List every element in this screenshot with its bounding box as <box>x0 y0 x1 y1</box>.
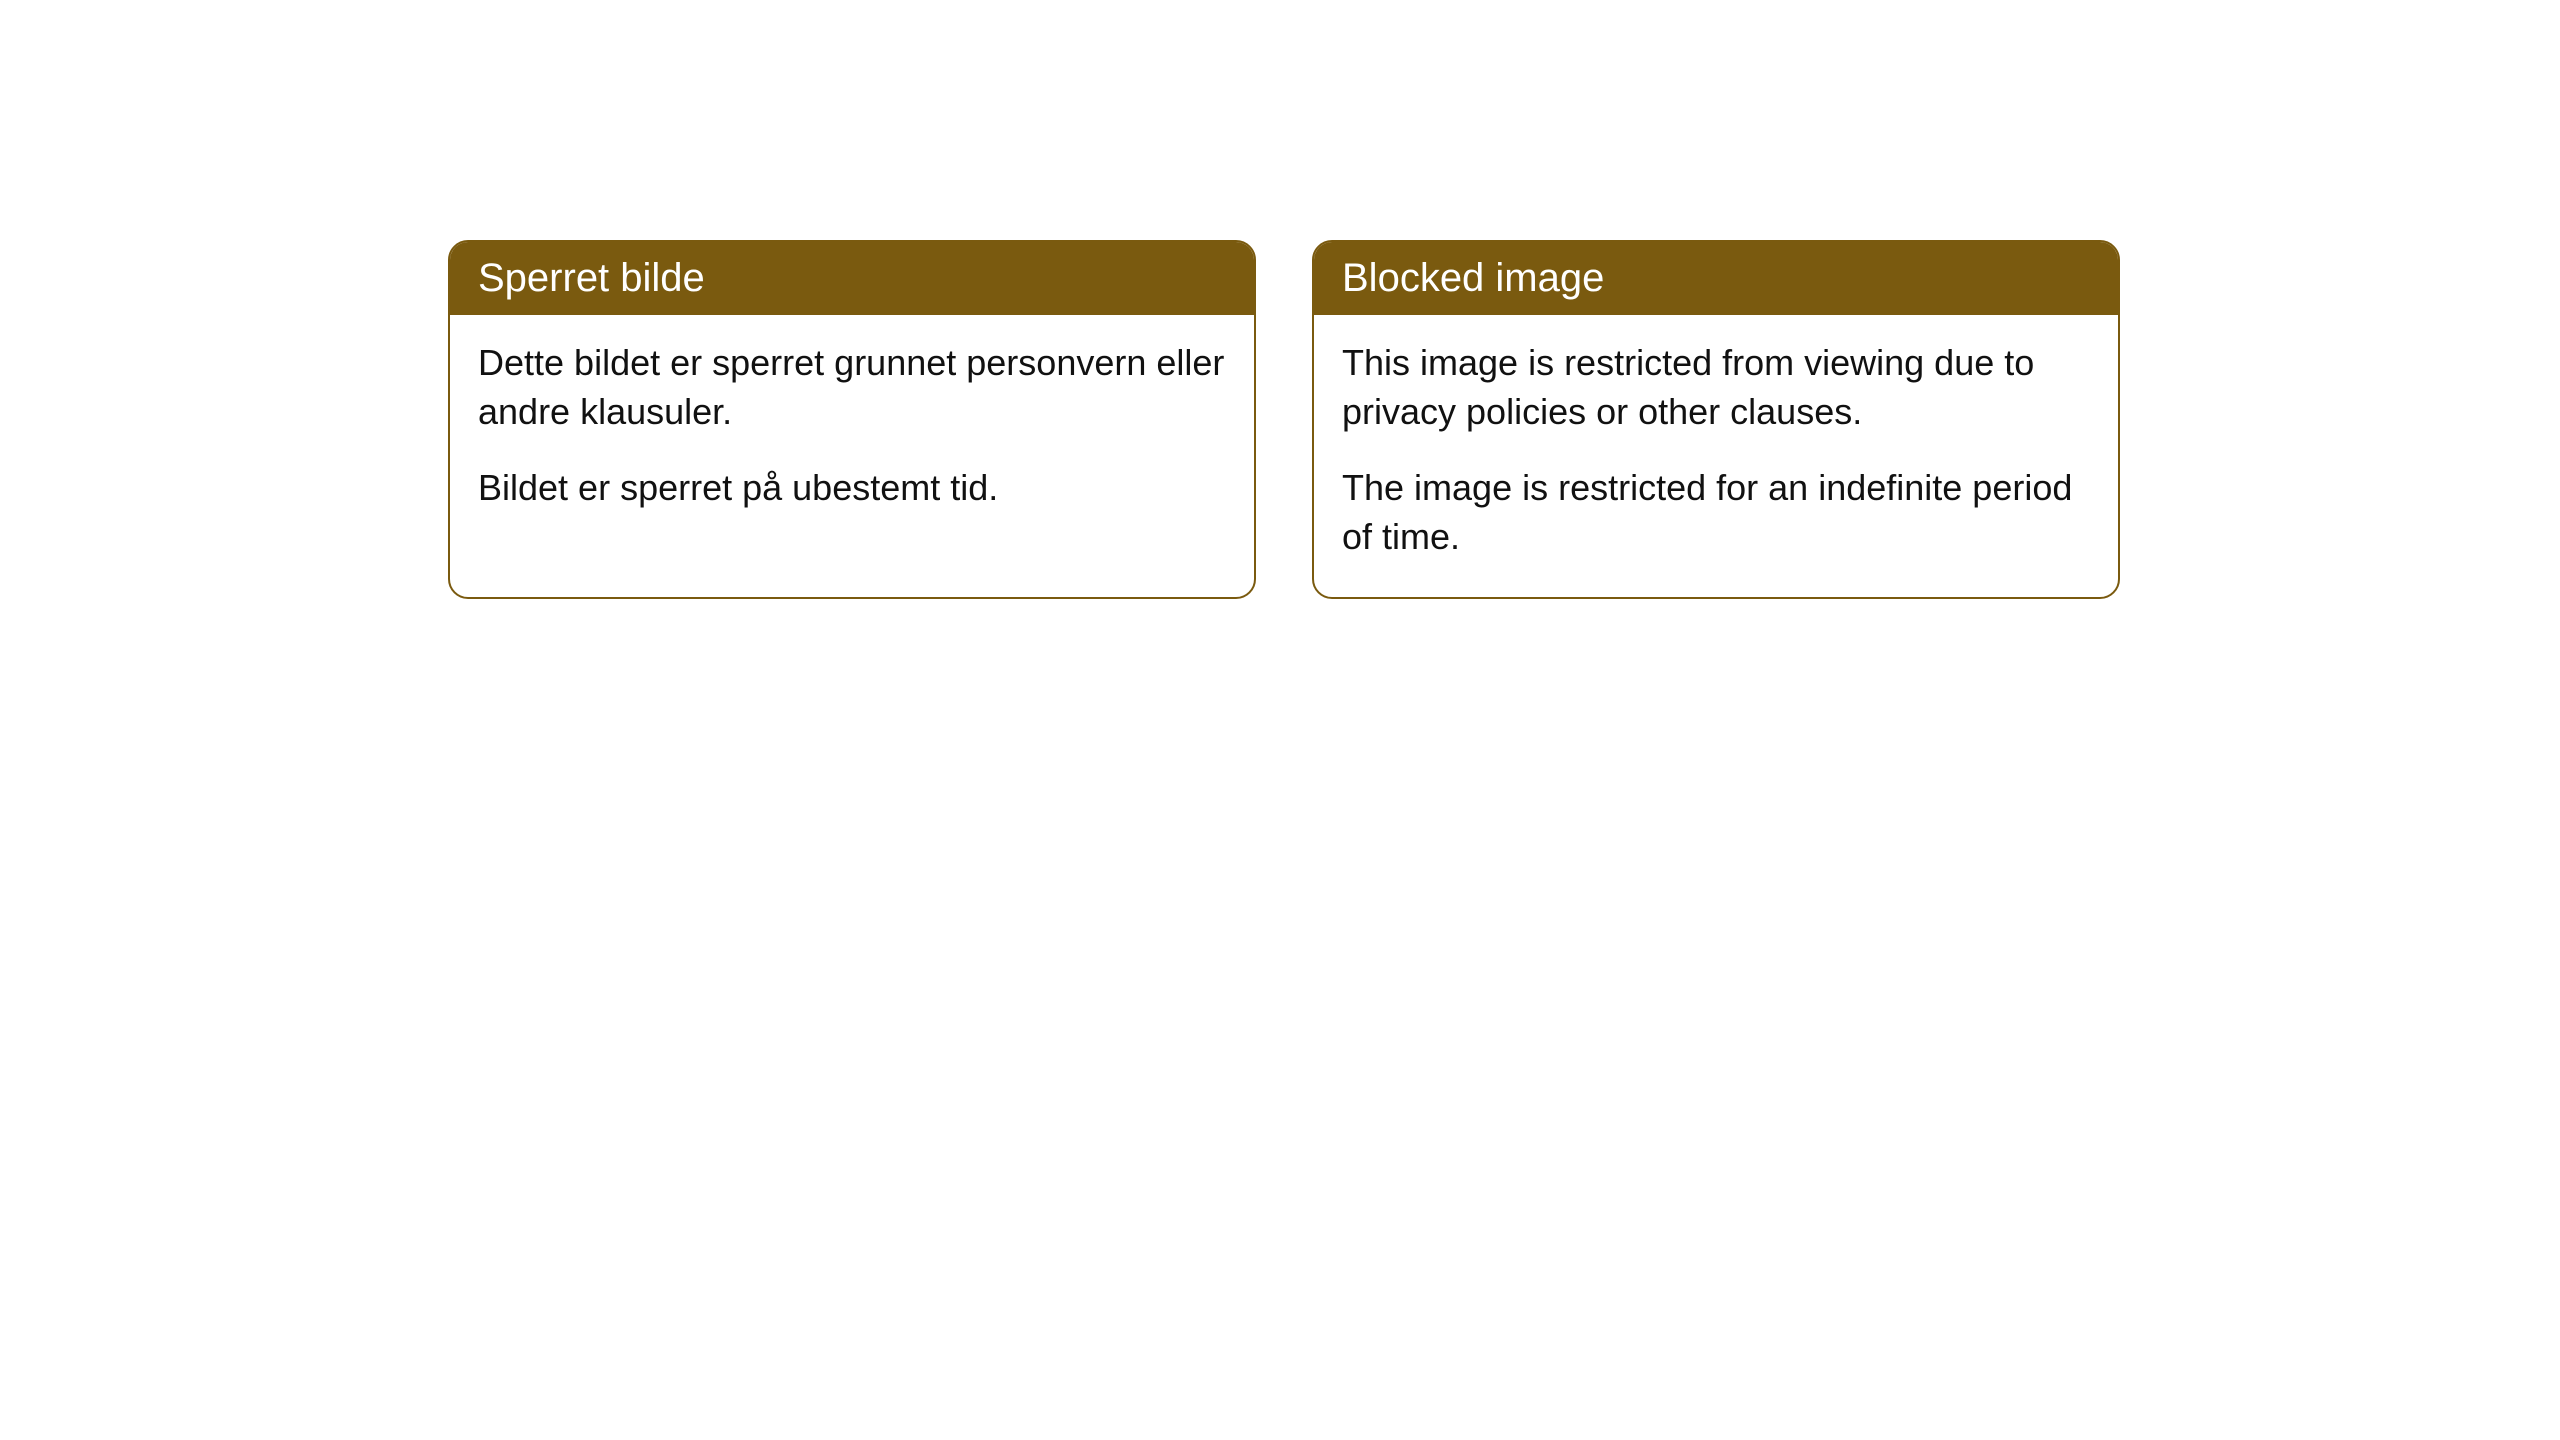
notice-container: Sperret bilde Dette bildet er sperret gr… <box>448 240 2120 599</box>
card-title: Blocked image <box>1342 256 1604 300</box>
card-title: Sperret bilde <box>478 256 705 300</box>
card-body: Dette bildet er sperret grunnet personve… <box>450 315 1254 549</box>
card-paragraph-2: The image is restricted for an indefinit… <box>1342 464 2090 561</box>
card-paragraph-1: This image is restricted from viewing du… <box>1342 339 2090 436</box>
card-body: This image is restricted from viewing du… <box>1314 315 2118 597</box>
notice-card-norwegian: Sperret bilde Dette bildet er sperret gr… <box>448 240 1256 599</box>
card-paragraph-1: Dette bildet er sperret grunnet personve… <box>478 339 1226 436</box>
card-paragraph-2: Bildet er sperret på ubestemt tid. <box>478 464 1226 513</box>
card-header: Blocked image <box>1314 242 2118 315</box>
notice-card-english: Blocked image This image is restricted f… <box>1312 240 2120 599</box>
card-header: Sperret bilde <box>450 242 1254 315</box>
